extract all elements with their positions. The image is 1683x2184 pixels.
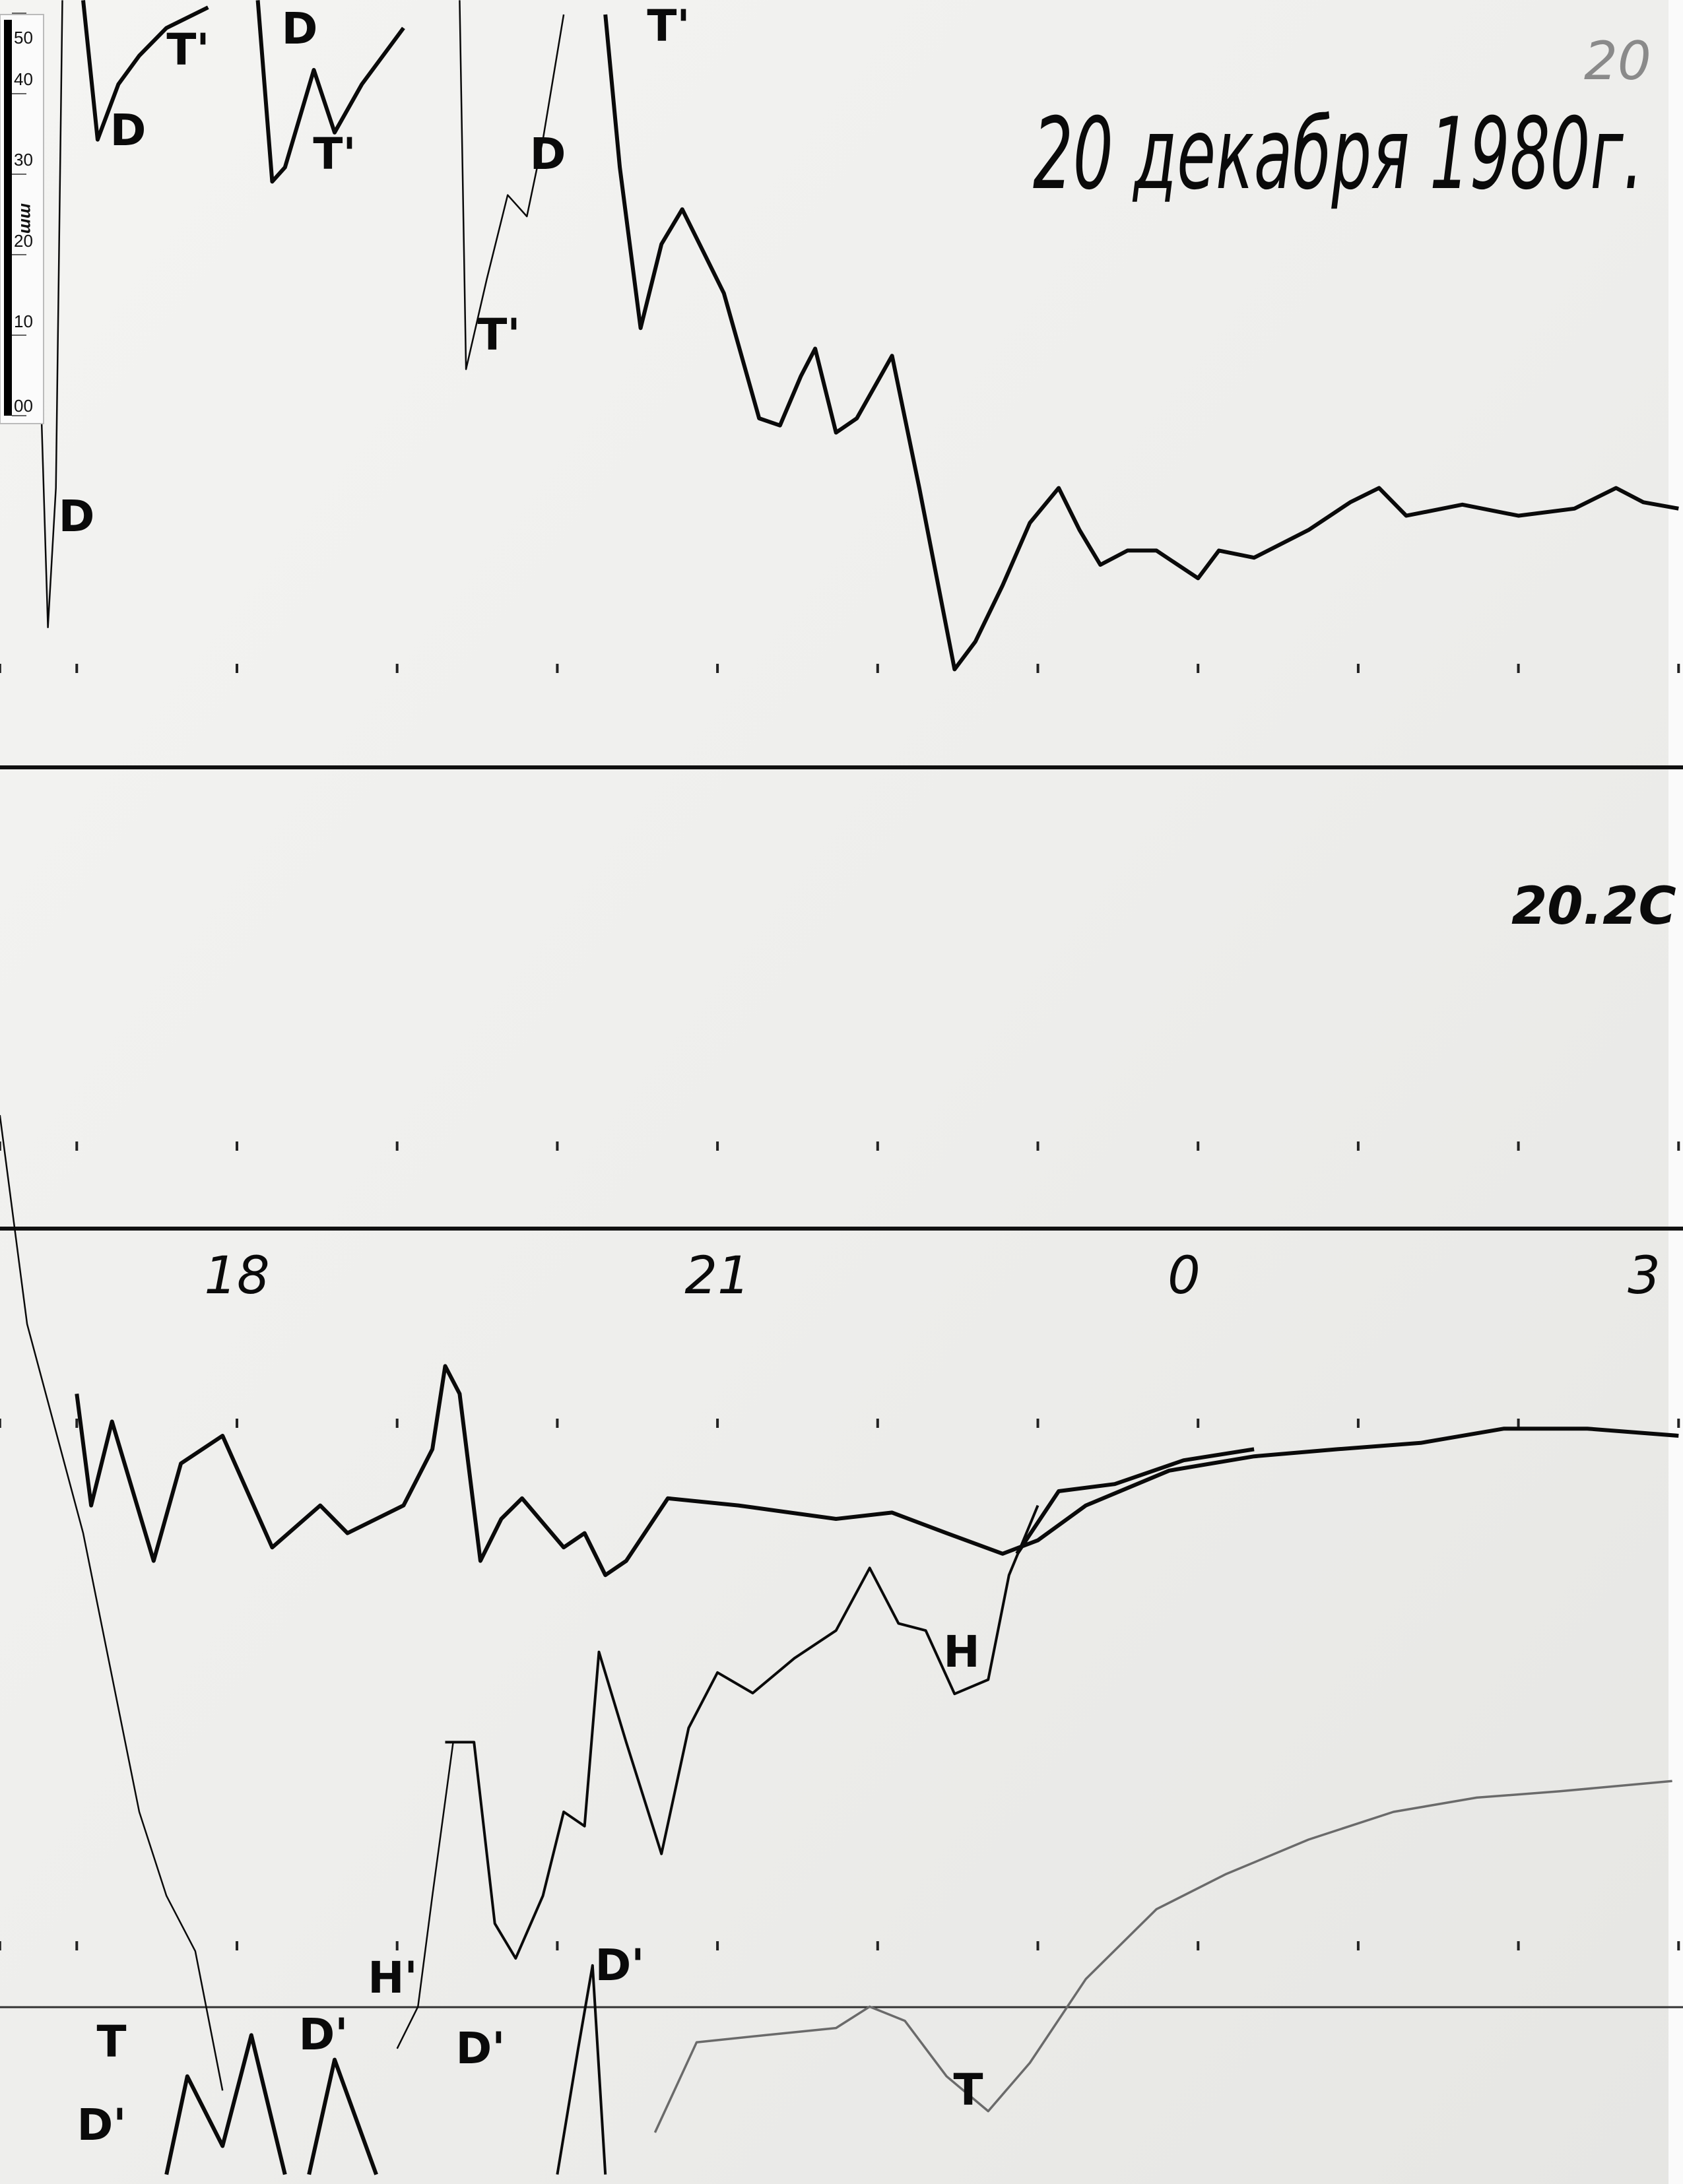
trace-line-2 — [81, 0, 209, 142]
hour-mark-dot — [1517, 1941, 1520, 1950]
hour-mark-dot — [1036, 1941, 1040, 1950]
hour-mark-dot — [1677, 1141, 1680, 1151]
annotation-label: T' — [477, 309, 520, 360]
hour-mark-dot — [876, 1419, 879, 1428]
hour-mark-dot — [1197, 664, 1200, 673]
hour-mark-dot — [1356, 1419, 1360, 1428]
hour-mark-dot — [1036, 1419, 1040, 1428]
hour-label-3: 3 — [1628, 1246, 1661, 1306]
hour-mark-dot — [556, 1941, 559, 1950]
hour-mark-dot — [556, 664, 559, 673]
hour-mark-dot — [1677, 1419, 1680, 1428]
hour-mark-dot — [876, 1141, 879, 1151]
hour-mark-dot — [395, 1941, 399, 1950]
hour-mark-dot — [876, 1941, 879, 1950]
hour-mark-dot — [1356, 1941, 1360, 1950]
hour-mark-dot — [1517, 664, 1520, 673]
hour-mark-dot — [1677, 664, 1680, 673]
hour-mark-dot — [395, 664, 399, 673]
annotation-label: H — [943, 1626, 979, 1677]
annotation-label: D' — [77, 2100, 127, 2150]
scale-label: 20 — [14, 231, 33, 251]
annotation-label: D — [530, 129, 566, 179]
scale-label: 50 — [14, 28, 33, 48]
trace-line-0 — [603, 14, 1679, 672]
scale-label: 30 — [14, 150, 33, 170]
trace-line-1 — [459, 0, 565, 370]
scale-label: 10 — [14, 311, 33, 331]
trace-line-6 — [1015, 1447, 1255, 1555]
trace-line-8 — [445, 1504, 1040, 1960]
hour-mark-dot — [75, 1419, 79, 1428]
hour-mark-dot — [716, 1141, 719, 1151]
hour-mark-dot — [0, 1141, 1, 1151]
hour-mark-dot — [395, 1141, 399, 1151]
temperature-label: 20.2C — [1511, 877, 1676, 936]
hour-mark-dot — [0, 1941, 1, 1950]
hour-mark-dot — [1197, 1141, 1200, 1151]
hour-mark-dot — [716, 1419, 719, 1428]
hour-mark-dot — [236, 664, 238, 673]
scale-bar: 50 40 30 20 10 00 mm — [0, 13, 44, 424]
hour-mark-dot — [1517, 1141, 1520, 1151]
scale-unit: mm — [17, 203, 37, 234]
hour-mark-dot — [0, 664, 1, 673]
annotation-label: D — [282, 3, 318, 54]
scale-label: 40 — [14, 69, 33, 89]
trace-line-9 — [653, 1780, 1672, 2133]
hour-label-18: 18 — [204, 1246, 269, 1306]
trace-line-7 — [0, 1114, 224, 2091]
annotation-label: T' — [313, 129, 356, 179]
hour-mark-dot — [236, 1141, 238, 1151]
annotation-label: H' — [368, 1952, 417, 2003]
hour-label-0: 0 — [1168, 1246, 1201, 1306]
scale-label: 00 — [14, 396, 33, 416]
annotation-label: T — [953, 2065, 983, 2115]
hour-mark-dot — [1197, 1419, 1200, 1428]
annotation-label: T' — [166, 24, 209, 75]
right-edge-shadow — [1668, 0, 1683, 2184]
hour-mark-dot — [1356, 1141, 1360, 1151]
annotation-label: D — [110, 105, 147, 156]
hour-mark-dot — [75, 1941, 79, 1950]
annotation-label: D' — [299, 2009, 348, 2060]
hour-mark-dot — [716, 664, 719, 673]
hour-mark-dot — [1677, 1941, 1680, 1950]
hour-marks — [0, 664, 1680, 1950]
annotation-label: D' — [595, 1940, 645, 1991]
trace-line-11 — [307, 2057, 378, 2175]
hour-mark-dot — [1517, 1419, 1520, 1428]
hour-mark-dot — [716, 1941, 719, 1950]
annotation-label: D — [59, 491, 95, 542]
annotation-label: T' — [647, 1, 690, 51]
trace-line-12 — [396, 1742, 454, 2049]
hour-label-21: 21 — [684, 1246, 750, 1306]
trace-line-3 — [255, 0, 405, 184]
trace-line-5 — [75, 1364, 1679, 1578]
annotation-label: D' — [456, 2023, 506, 2074]
sheet-number: 20 — [1584, 30, 1651, 92]
hour-mark-dot — [395, 1419, 399, 1428]
trace-line-13 — [556, 1964, 607, 2175]
hour-mark-dot — [556, 1141, 559, 1151]
hour-mark-dot — [1356, 664, 1360, 673]
hour-mark-dot — [876, 664, 879, 673]
annotation-label: T — [96, 2016, 126, 2067]
trace-line-10 — [164, 2033, 287, 2175]
record-date-title: 20 декабря 1980г. — [1033, 97, 1643, 212]
trace-line-4 — [40, 0, 63, 629]
hour-mark-dot — [556, 1419, 559, 1428]
hour-mark-dot — [1036, 1141, 1040, 1151]
hour-mark-dot — [236, 1941, 238, 1950]
hour-mark-dot — [75, 1141, 79, 1151]
hour-mark-dot — [1036, 664, 1040, 673]
hour-mark-dot — [236, 1419, 238, 1428]
hour-mark-dot — [0, 1419, 1, 1428]
hour-mark-dot — [75, 664, 79, 673]
hour-mark-dot — [1197, 1941, 1200, 1950]
